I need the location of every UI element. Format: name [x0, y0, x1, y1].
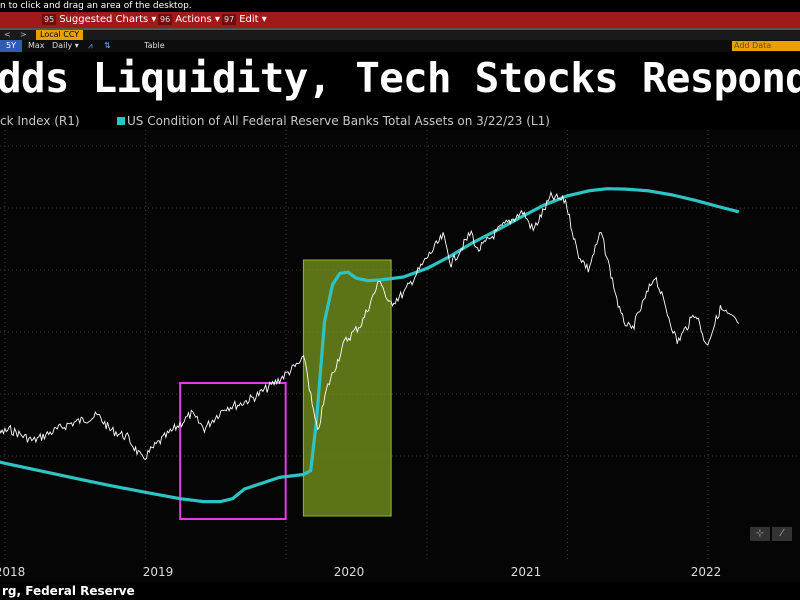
forward-arrow-icon[interactable]: >: [20, 30, 27, 39]
menu-suggested-charts[interactable]: 95 Suggested Charts ▾: [42, 12, 156, 28]
x-tick-label: 2018: [0, 565, 25, 579]
series-line-fed-assets: [0, 187, 740, 504]
menu-number-badge: 97: [222, 14, 237, 25]
chart-source: rg, Federal Reserve: [0, 582, 800, 600]
period-5y-button[interactable]: 5Y: [0, 40, 22, 52]
line-chart-icon[interactable]: ⩘: [88, 41, 93, 50]
chart-title-bar: dds Liquidity, Tech Stocks Respond: [0, 52, 800, 108]
chart-settings-icon[interactable]: ⇅: [104, 41, 111, 50]
frequency-dropdown[interactable]: Daily ▾: [52, 41, 79, 50]
tooltip-text: n to click and drag an area of the deskt…: [0, 0, 800, 12]
x-tick-label: 2020: [334, 565, 365, 579]
legend-series-index: ck Index (R1): [0, 114, 80, 128]
chart-zoom-controls: ⊹ ⁄: [750, 521, 794, 541]
plot-area[interactable]: 2018 2019 2020 2021 2022: [0, 130, 800, 582]
legend-series-fed-assets: US Condition of All Federal Reserve Bank…: [127, 114, 550, 128]
menu-number-badge: 96: [158, 14, 173, 25]
table-button[interactable]: Table: [144, 41, 165, 50]
period-max-button[interactable]: Max: [28, 41, 45, 50]
toolbar-divider: [0, 28, 800, 30]
highlight-box-2020: [302, 259, 392, 517]
legend-swatch-fed-assets: [117, 117, 125, 125]
x-tick-label: 2021: [511, 565, 542, 579]
chart-legend: ck Index (R1) US Condition of All Federa…: [0, 112, 800, 130]
menu-label: Actions ▾: [175, 14, 220, 25]
chart-controls-row: 5Y Max Daily ▾ ⩘ ⇅ Table Add Data: [0, 40, 800, 52]
menu-edit[interactable]: 97 Edit ▾: [222, 12, 267, 28]
menu-label: Suggested Charts ▾: [59, 14, 157, 25]
highlight-box-2019: [179, 382, 287, 520]
menu-number-badge: 95: [42, 14, 57, 25]
chart-svg: 2018 2019 2020 2021 2022: [0, 130, 800, 579]
chart-title: dds Liquidity, Tech Stocks Respond: [0, 54, 800, 102]
back-arrow-icon[interactable]: <: [4, 30, 11, 39]
menu-actions[interactable]: 96 Actions ▾: [158, 12, 220, 28]
currency-dropdown[interactable]: Local CCY: [36, 30, 84, 40]
x-tick-label: 2019: [143, 565, 174, 579]
draw-line-icon[interactable]: ⁄: [772, 527, 792, 541]
zoom-reset-icon[interactable]: ⊹: [750, 527, 770, 541]
menu-label: Edit ▾: [239, 14, 267, 25]
add-data-field[interactable]: Add Data: [732, 41, 800, 51]
series-line-stock-index: [0, 190, 740, 461]
x-tick-label: 2022: [691, 565, 722, 579]
menu-bar: 95 Suggested Charts ▾ 96 Actions ▾ 97 Edit …: [0, 12, 800, 28]
toolbar-row: < > Local CCY: [0, 30, 800, 40]
